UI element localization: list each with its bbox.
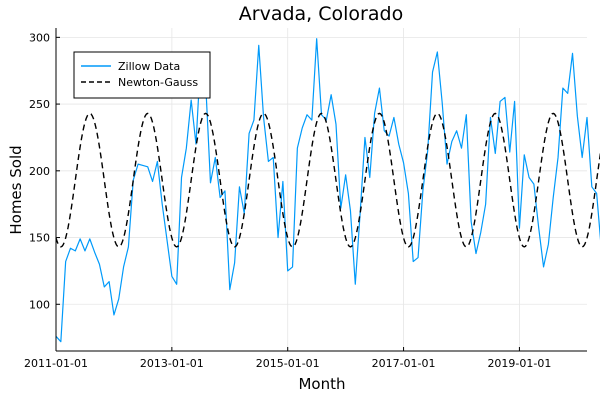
series-line-zillow-data [55,38,600,343]
x-tick-label: 2013-01-01 [140,357,204,370]
x-tick-label: 2015-01-01 [256,357,320,370]
legend-label-zillow: Zillow Data [118,60,180,73]
grid [55,28,587,351]
y-tick-label: 250 [29,98,50,111]
x-axis-label: Month [298,375,345,393]
x-tick-label: 2017-01-01 [372,357,436,370]
legend-label-newton-gauss: Newton-Gauss [118,76,198,89]
y-tick-label: 200 [29,165,50,178]
y-tick-label: 150 [29,232,50,245]
axes [55,28,587,352]
series-layer [55,38,600,343]
chart-title: Arvada, Colorado [239,3,403,25]
x-tick-label: 2011-01-01 [24,357,88,370]
legend-box [73,51,211,99]
series-line-newton-gauss [55,112,600,248]
y-tick-label: 300 [29,31,50,44]
ticks: 100 150 200 250 300 2011-01-01 2013-01-01 2015-… [24,31,551,370]
y-tick-label: 100 [29,298,50,311]
y-axis-label: Homes Sold [7,145,25,234]
x-tick-label: 2019-01-01 [487,357,551,370]
legend: Zillow Data Newton-Gauss [73,51,211,99]
